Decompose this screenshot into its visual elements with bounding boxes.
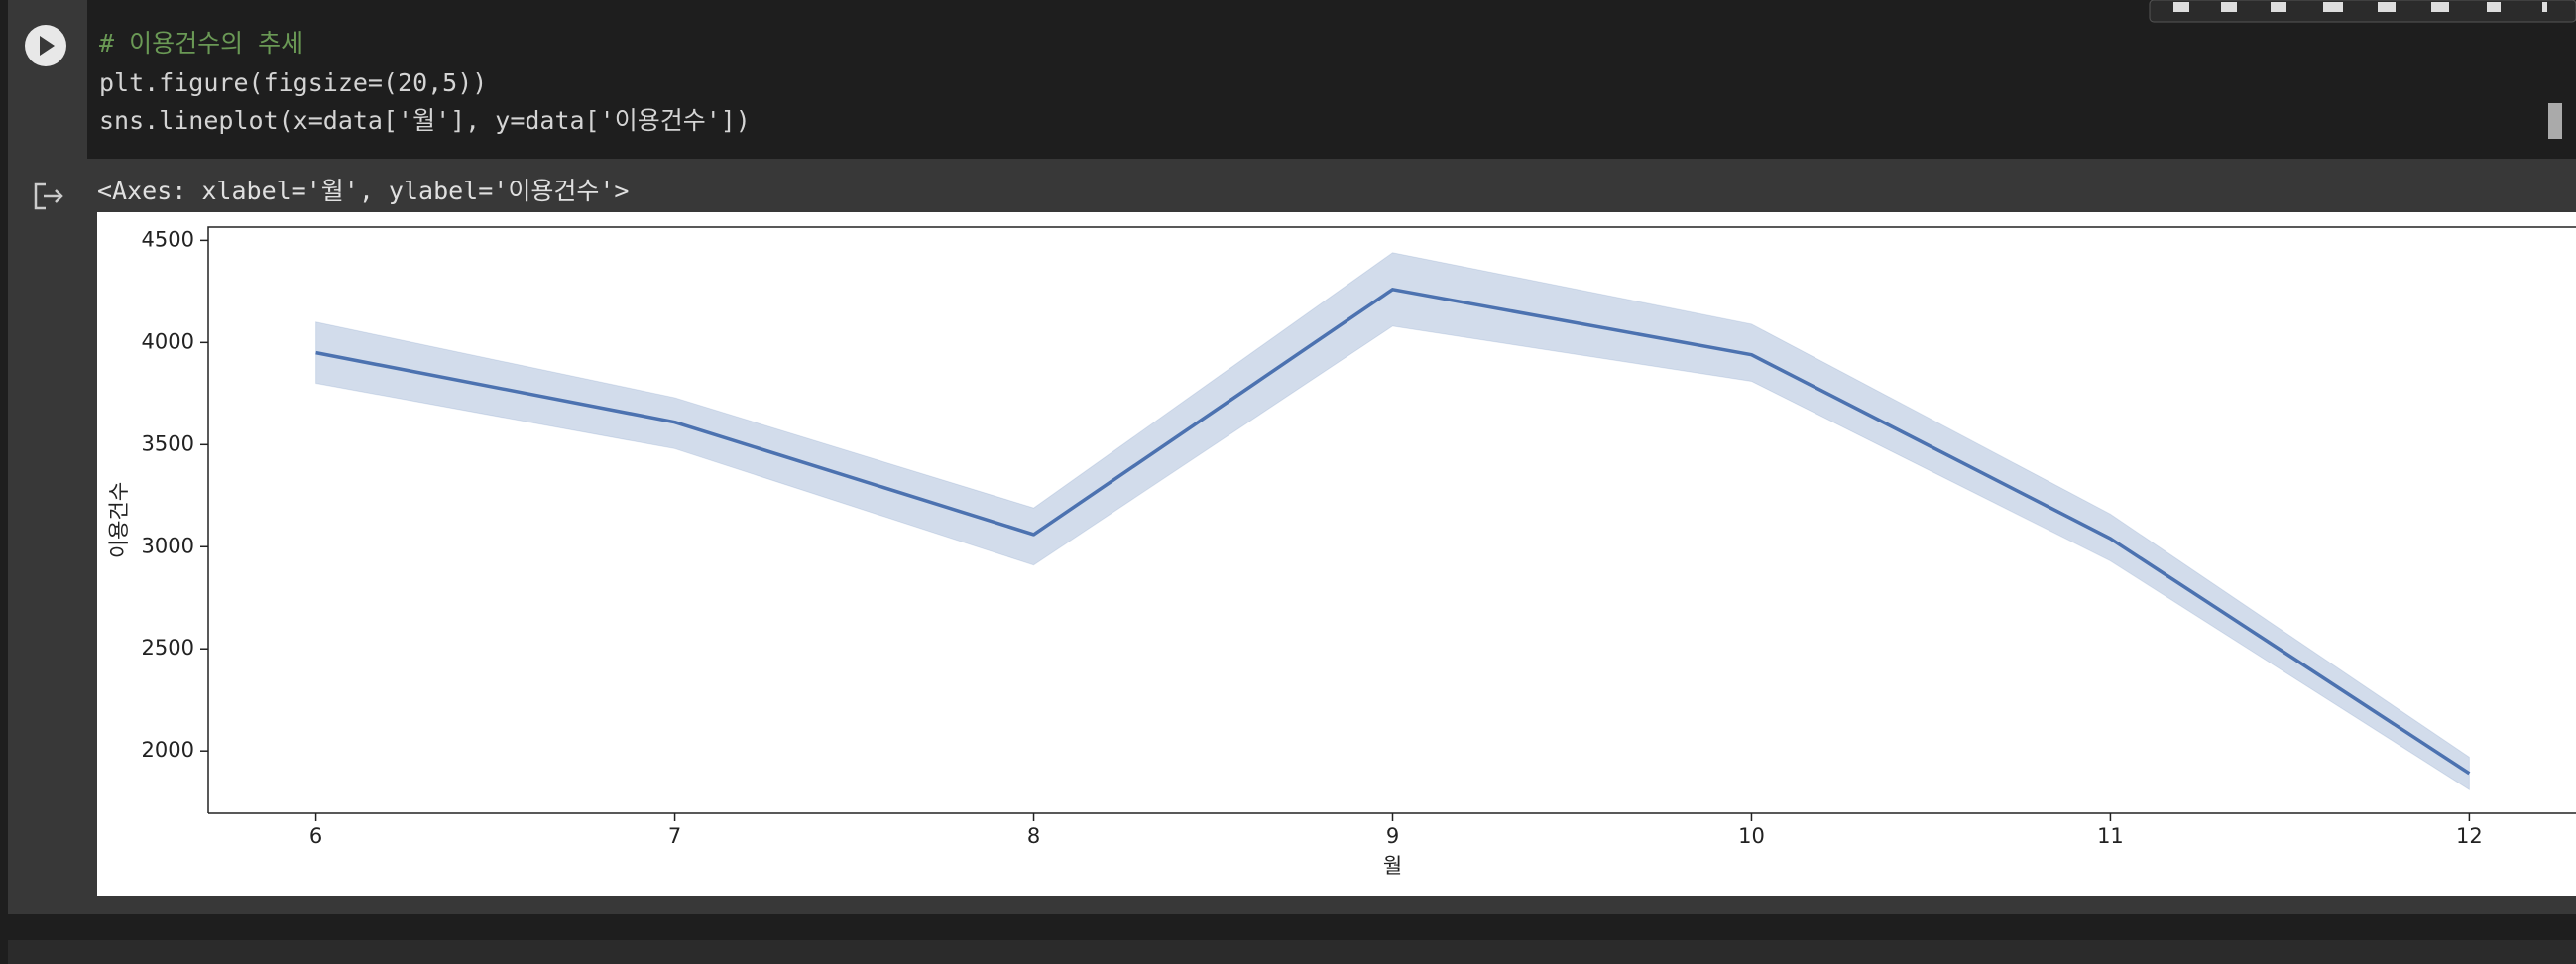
code-line: sns.lineplot(x=data['월'], y=data['이용건수']… bbox=[99, 106, 751, 135]
toolbar-icon[interactable] bbox=[2323, 2, 2343, 12]
cell-toolbar bbox=[2149, 0, 2576, 23]
toolbar-icons bbox=[2173, 2, 2547, 12]
next-cell bbox=[8, 940, 2576, 964]
output-icon bbox=[34, 182, 63, 210]
scrollbar[interactable] bbox=[2548, 103, 2562, 139]
output-text: <Axes: xlabel='월', ylabel='이용건수'> bbox=[97, 177, 629, 205]
confidence-band bbox=[315, 252, 2470, 791]
x-tick-label: 7 bbox=[668, 824, 681, 848]
axes-frame bbox=[207, 226, 2576, 814]
x-tick-label: 11 bbox=[2097, 824, 2124, 848]
run-icon[interactable] bbox=[40, 36, 55, 56]
x-tick-label: 12 bbox=[2456, 824, 2483, 848]
output-icon-box bbox=[34, 182, 46, 210]
output-icon-arrow bbox=[44, 189, 63, 203]
toolbar-icon[interactable] bbox=[2221, 2, 2237, 12]
y-tick-label: 4500 bbox=[142, 227, 194, 251]
y-tick-label: 2500 bbox=[142, 636, 194, 660]
code-line: # 이용건수의 추세 bbox=[99, 29, 303, 58]
data-line bbox=[315, 288, 2471, 776]
toolbar-icon[interactable] bbox=[2271, 2, 2286, 12]
toolbar-icon[interactable] bbox=[2487, 2, 2501, 12]
y-axis-label: 이용건수 bbox=[107, 482, 131, 558]
x-tick-label: 9 bbox=[1386, 824, 1399, 848]
y-tick-label: 3500 bbox=[142, 431, 194, 455]
y-tick-label: 2000 bbox=[142, 738, 194, 762]
x-tick-label: 8 bbox=[1027, 824, 1040, 848]
x-tick-label: 10 bbox=[1738, 824, 1765, 848]
code-area bbox=[87, 0, 2576, 159]
toolbar-icon[interactable] bbox=[2378, 2, 2396, 12]
toolbar-icon[interactable] bbox=[2431, 2, 2449, 12]
x-tick-label: 6 bbox=[309, 824, 322, 848]
run-button[interactable] bbox=[25, 25, 66, 66]
toolbar-icon[interactable] bbox=[2542, 2, 2547, 12]
y-tick-label: 4000 bbox=[142, 329, 194, 353]
x-axis-label: 월 bbox=[1383, 854, 1402, 878]
plot: 2000 2500 3000 3500 4000 4500 6 7 8 9 10 11 12 월 이용건수 bbox=[107, 226, 2576, 878]
toolbar-icon[interactable] bbox=[2173, 2, 2189, 12]
code-line: plt.figure(figsize=(20,5)) bbox=[99, 68, 487, 97]
y-tick-label: 3000 bbox=[142, 534, 194, 557]
